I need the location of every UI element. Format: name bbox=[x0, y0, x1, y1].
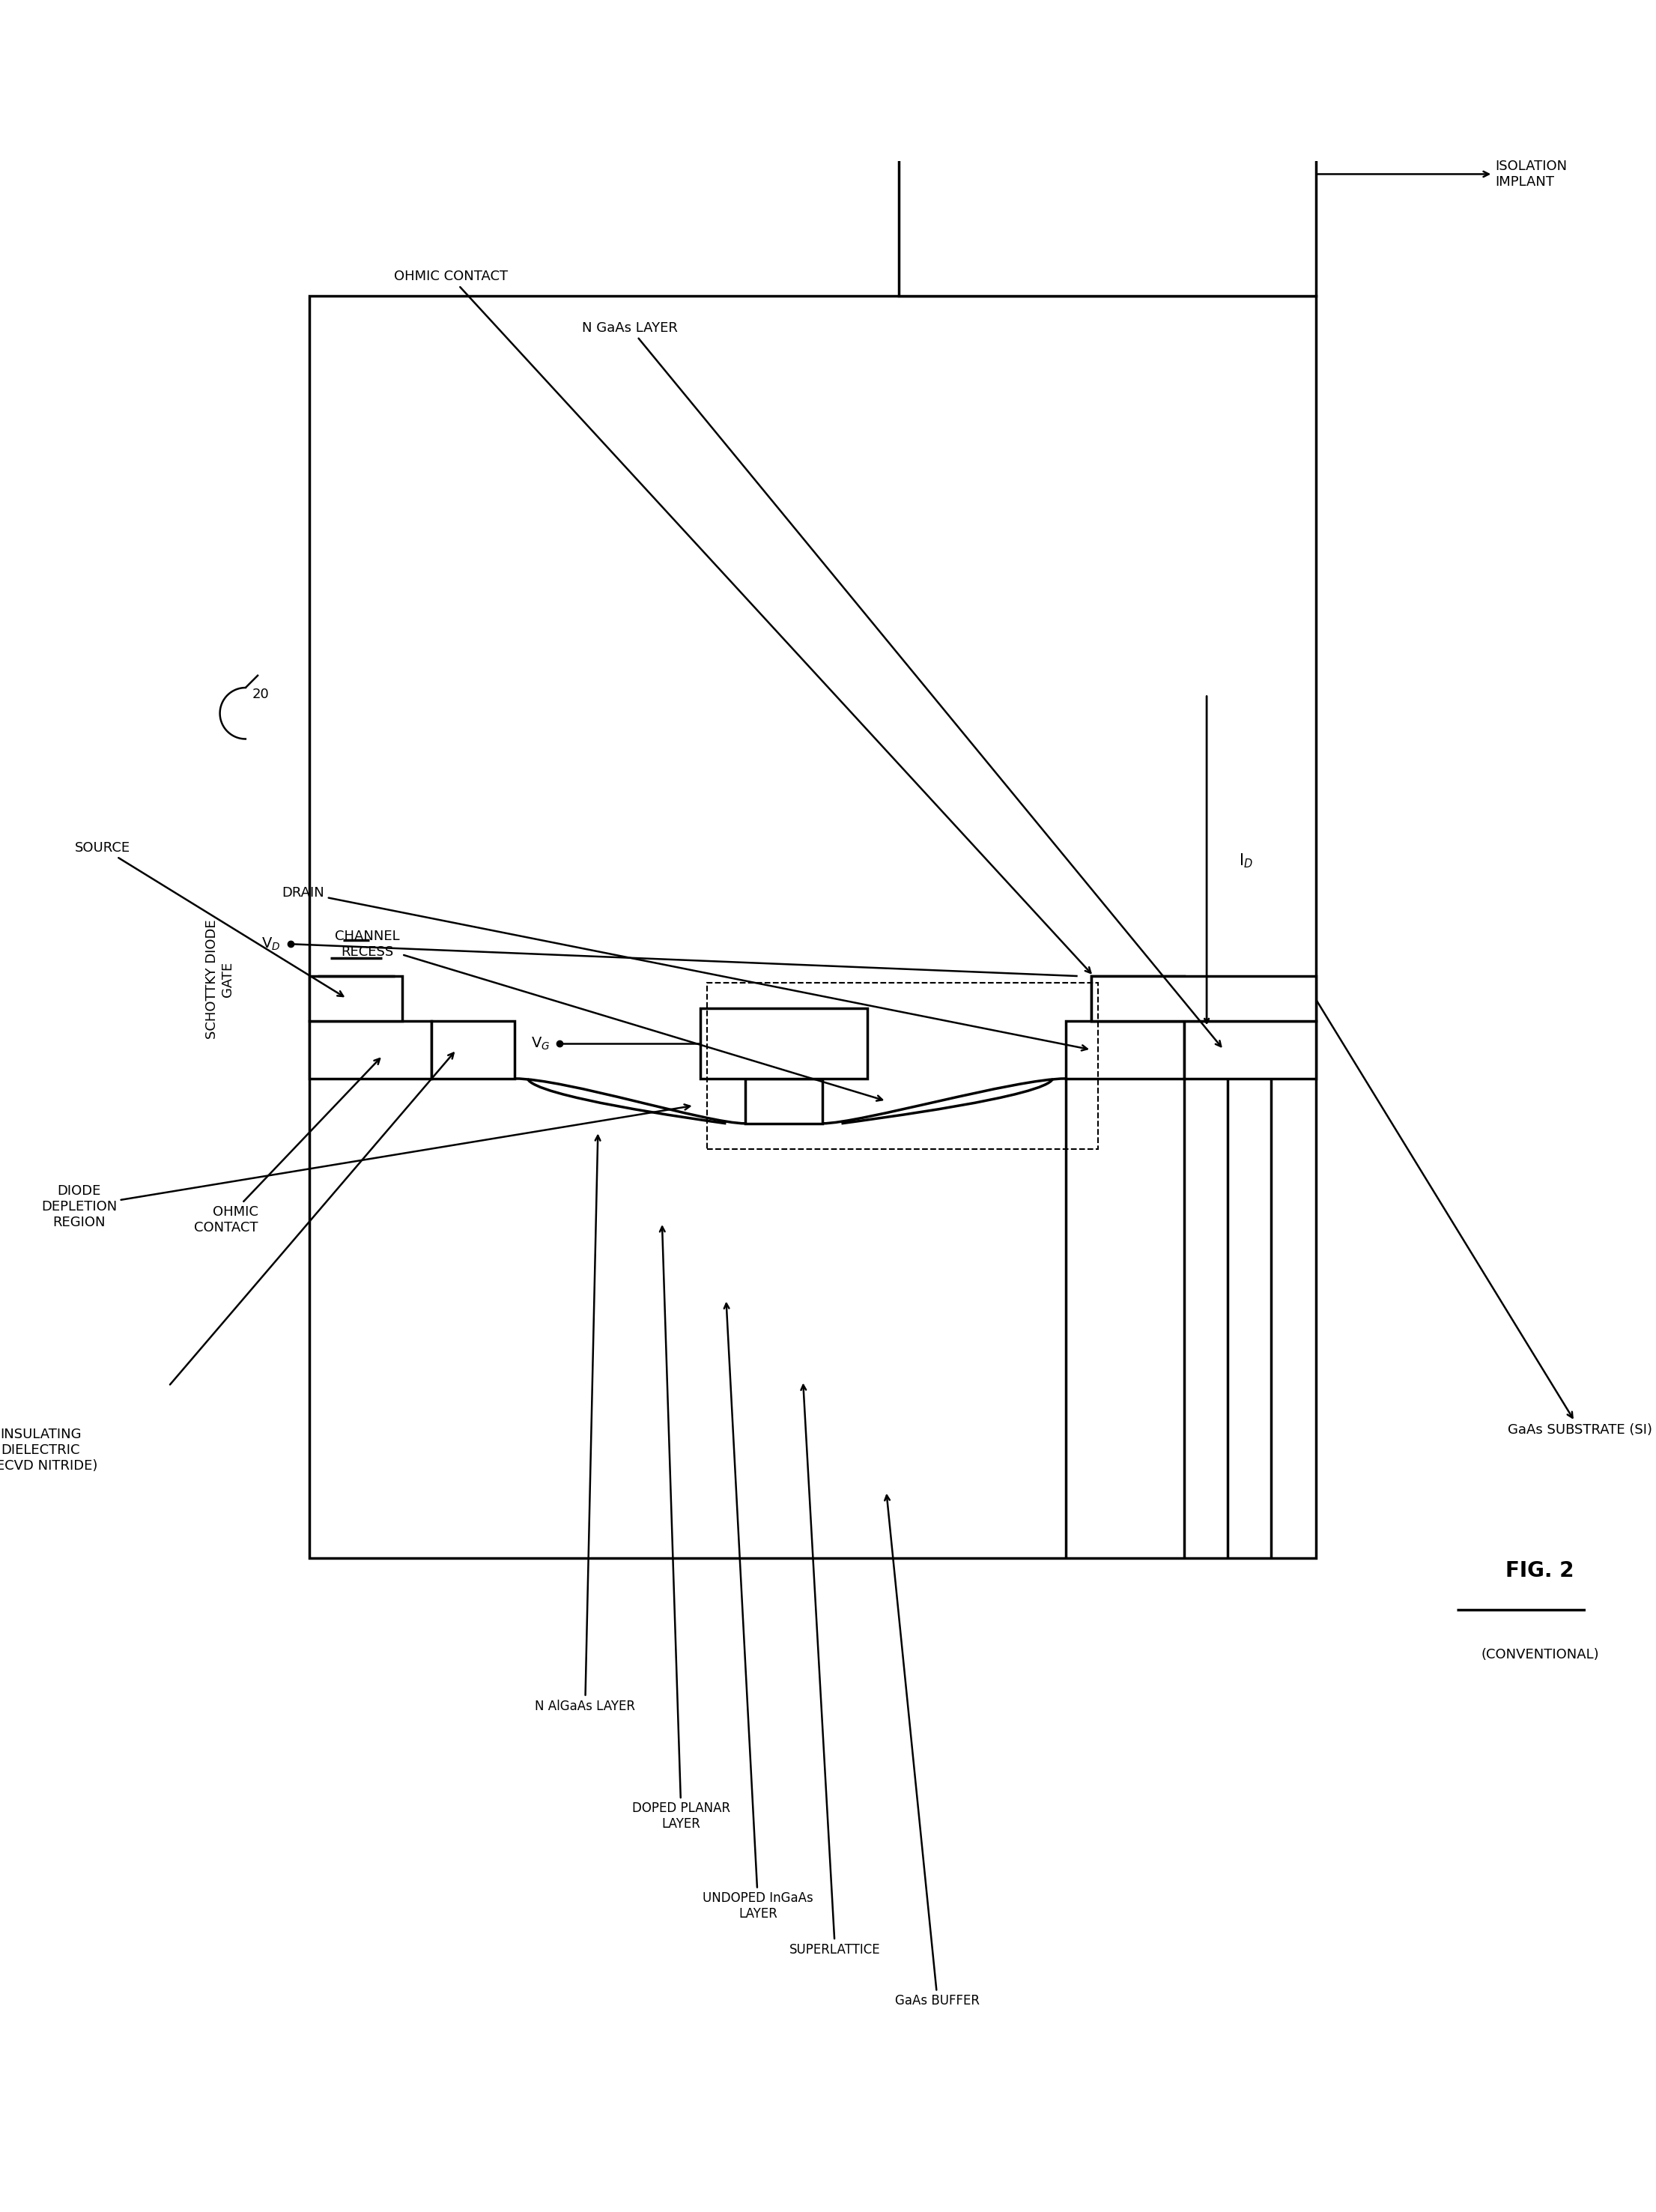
Text: N GaAs LAYER: N GaAs LAYER bbox=[583, 321, 1220, 1046]
Text: (CONVENTIONAL): (CONVENTIONAL) bbox=[1480, 1648, 1600, 1661]
Bar bbox=[310, 296, 1315, 1557]
Bar bbox=[707, 982, 1098, 1148]
Text: OHMIC
CONTACT: OHMIC CONTACT bbox=[194, 1060, 379, 1234]
Bar bbox=[310, 1022, 431, 1079]
Bar bbox=[700, 1009, 868, 1079]
Bar bbox=[1184, 1022, 1315, 1079]
Text: CHANNEL
RECESS: CHANNEL RECESS bbox=[335, 929, 883, 1102]
Text: UNDOPED InGaAs
LAYER: UNDOPED InGaAs LAYER bbox=[702, 1303, 813, 1920]
Text: GaAs BUFFER: GaAs BUFFER bbox=[884, 1495, 980, 2008]
Bar bbox=[1091, 975, 1184, 1022]
Text: OHMIC CONTACT: OHMIC CONTACT bbox=[394, 270, 1091, 973]
Text: V$_D$: V$_D$ bbox=[262, 936, 280, 951]
Text: SUPERLATTICE: SUPERLATTICE bbox=[790, 1385, 881, 1955]
Text: DIODE
DEPLETION
REGION: DIODE DEPLETION REGION bbox=[41, 1104, 691, 1230]
Text: I$_D$: I$_D$ bbox=[1239, 852, 1254, 869]
Text: DRAIN: DRAIN bbox=[282, 887, 1088, 1051]
Bar bbox=[899, 53, 1315, 296]
Text: INSULATING
DIELECTRIC
(PECVD NITRIDE): INSULATING DIELECTRIC (PECVD NITRIDE) bbox=[0, 1429, 98, 1473]
Bar bbox=[1066, 1022, 1184, 1079]
Text: N AlGaAs LAYER: N AlGaAs LAYER bbox=[535, 1135, 636, 1712]
Text: SOURCE: SOURCE bbox=[75, 841, 343, 995]
Text: V$_G$: V$_G$ bbox=[532, 1035, 550, 1051]
Text: GaAs SUBSTRATE (SI): GaAs SUBSTRATE (SI) bbox=[1317, 1000, 1653, 1438]
Bar bbox=[310, 975, 402, 1022]
Bar bbox=[431, 1022, 515, 1079]
Text: 20: 20 bbox=[252, 688, 268, 701]
Text: FIG. 2: FIG. 2 bbox=[1505, 1562, 1575, 1582]
Text: ISOLATION
IMPLANT: ISOLATION IMPLANT bbox=[1318, 159, 1567, 188]
Bar bbox=[745, 1079, 823, 1124]
Text: DOPED PLANAR
LAYER: DOPED PLANAR LAYER bbox=[633, 1228, 730, 1832]
Text: SCHOTTKY DIODE
GATE: SCHOTTKY DIODE GATE bbox=[205, 920, 235, 1040]
Bar bbox=[1091, 975, 1315, 1022]
